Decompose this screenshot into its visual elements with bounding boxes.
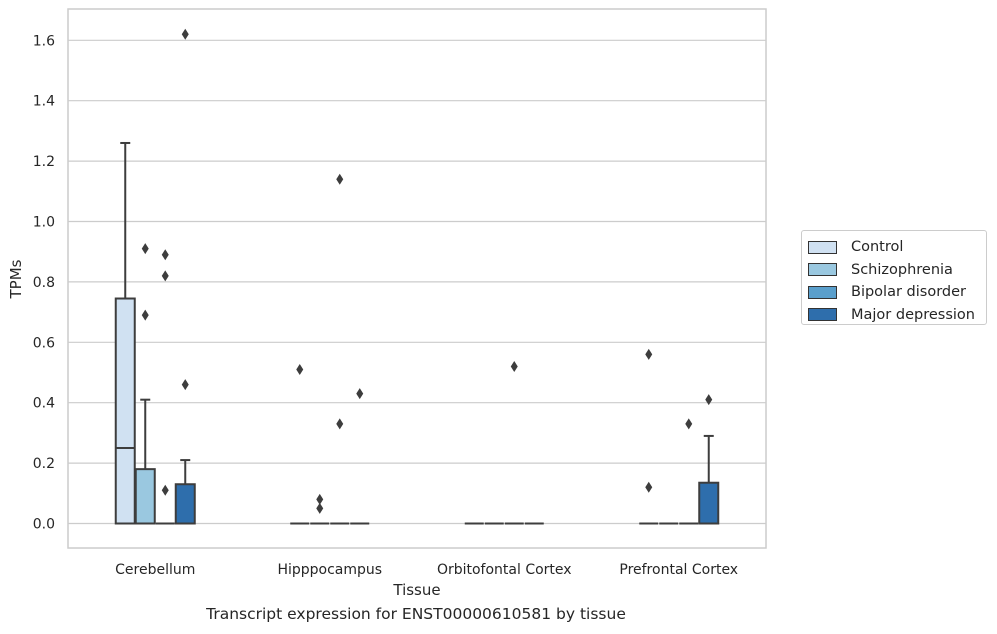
- y-tick-label: 1.2: [33, 154, 55, 170]
- outlier-point: [685, 418, 693, 430]
- outlier-point: [296, 363, 304, 375]
- outlier-point: [645, 481, 653, 493]
- x-tick-label: Prefrontal Cortex: [619, 562, 738, 578]
- outlier-point: [356, 388, 364, 400]
- legend-swatch: [808, 285, 837, 299]
- box-bipolar-disorder: [679, 418, 699, 525]
- y-axis-label: TPMs: [7, 259, 25, 299]
- outlier-point: [510, 360, 518, 372]
- legend-swatch: [808, 263, 837, 277]
- box-bipolar-disorder: [330, 173, 350, 525]
- outlier-point: [336, 173, 344, 185]
- y-tick-label: 0.4: [33, 396, 55, 412]
- box-major-depression: [350, 388, 370, 525]
- outlier-point: [141, 243, 149, 255]
- box-body: [114, 297, 136, 525]
- outlier-point: [161, 249, 169, 261]
- y-tick-label: 0.0: [33, 517, 55, 533]
- legend-swatch: [808, 240, 837, 254]
- box-body: [174, 483, 196, 525]
- x-tick-labels: Cerebellum Hipppocampus Orbitofontal Corte…: [115, 562, 738, 578]
- y-tick-label: 1.0: [33, 215, 55, 231]
- legend-label: Control: [851, 239, 904, 256]
- box-bipolar-disorder: [155, 249, 175, 525]
- y-tick-labels: 0.0 0.2 0.4 0.6 0.8 1.0 1.2 1.4 1.6: [33, 33, 55, 532]
- grid-lines: [68, 39, 766, 525]
- box-control: [114, 141, 136, 525]
- chart-caption: Transcript expression for ENST0000061058…: [206, 605, 626, 623]
- legend-item: Bipolar disorder: [808, 281, 986, 304]
- x-tick-label: Cerebellum: [115, 562, 195, 578]
- box-major-depression: [698, 394, 720, 525]
- box-control: [639, 348, 659, 525]
- y-tick-label: 0.8: [33, 275, 55, 291]
- box-body: [134, 468, 156, 525]
- box-body: [698, 481, 720, 525]
- outlier-point: [161, 270, 169, 282]
- outlier-point: [141, 309, 149, 321]
- legend: Control Schizophrenia Bipolar disorder Majo…: [801, 230, 987, 325]
- y-tick-label: 0.6: [33, 335, 55, 351]
- legend-item: Schizophrenia: [808, 259, 986, 282]
- x-tick-label: Orbitofontal Cortex: [437, 562, 572, 578]
- box-control: [290, 363, 310, 525]
- outlier-point: [645, 348, 653, 360]
- plot-frame: [67, 8, 767, 549]
- outlier-point: [161, 484, 169, 496]
- legend-swatch: [808, 308, 837, 322]
- y-tick-label: 1.4: [33, 94, 55, 110]
- legend-label: Major depression: [851, 306, 975, 323]
- box-schizophrenia: [310, 493, 330, 525]
- outlier-point: [181, 28, 189, 40]
- legend-item: Major depression: [808, 304, 986, 327]
- y-tick-label: 0.2: [33, 456, 55, 472]
- outlier-point: [336, 418, 344, 430]
- outlier-point: [316, 493, 324, 505]
- legend-label: Schizophrenia: [851, 261, 953, 278]
- box-major-depression: [174, 28, 196, 525]
- legend-label: Bipolar disorder: [851, 284, 966, 301]
- outlier-point: [316, 502, 324, 514]
- legend-item: Control: [808, 236, 986, 259]
- plot-marks: [114, 28, 720, 525]
- outlier-point: [705, 394, 713, 406]
- y-tick-label: 1.6: [33, 33, 55, 49]
- box-bipolar-disorder: [504, 360, 524, 525]
- box-schizophrenia: [134, 243, 156, 525]
- outlier-point: [181, 379, 189, 391]
- x-tick-label: Hipppocampus: [277, 562, 382, 578]
- x-axis-label: Tissue: [392, 581, 440, 599]
